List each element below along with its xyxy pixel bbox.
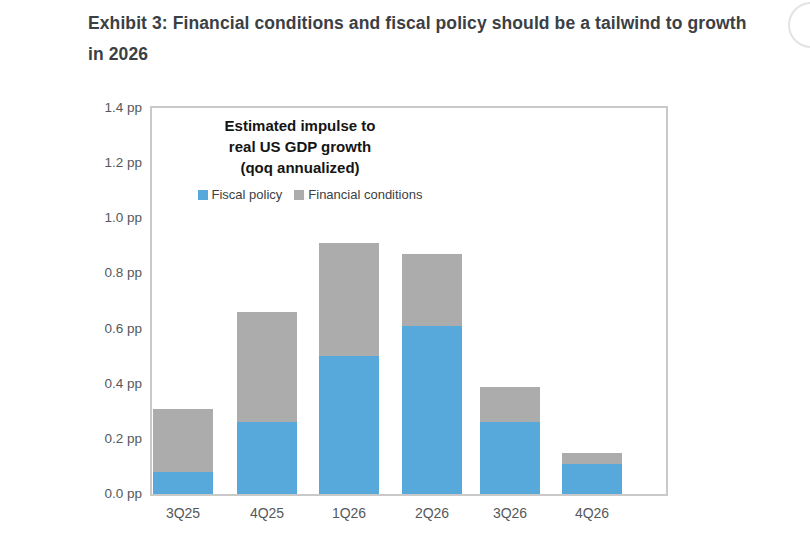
x-axis-label: 4Q25: [227, 505, 307, 521]
bar-segment-financial-conditions: [153, 409, 213, 472]
bar-segment-financial-conditions: [402, 254, 462, 326]
x-axis-label: 4Q26: [552, 505, 632, 521]
exhibit-title-line2: in 2026: [88, 39, 804, 70]
bar-segment-financial-conditions: [237, 312, 297, 422]
y-axis-tick-label: 1.4 pp: [52, 99, 142, 117]
bar-3Q25: [153, 409, 213, 494]
bar-segment-financial-conditions: [562, 453, 622, 464]
bar-segment-fiscal-policy: [402, 326, 462, 494]
chart-area: Estimated impulse toreal US GDP growth(q…: [0, 88, 810, 538]
y-axis-tick-label: 1.2 pp: [52, 154, 142, 172]
bar-3Q26: [480, 387, 540, 494]
bar-4Q26: [562, 453, 622, 494]
x-axis-label: 3Q26: [470, 505, 550, 521]
x-axis-label: 2Q26: [392, 505, 472, 521]
chart-title-line: Estimated impulse to: [150, 115, 450, 136]
bar-2Q26: [402, 254, 462, 494]
y-axis-tick-label: 0.8 pp: [52, 264, 142, 282]
bar-segment-fiscal-policy: [237, 422, 297, 494]
y-axis-tick-label: 0.2 pp: [52, 430, 142, 448]
x-axis-label: 1Q26: [309, 505, 389, 521]
y-axis-tick-label: 1.0 pp: [52, 209, 142, 227]
bar-segment-fiscal-policy: [153, 472, 213, 494]
legend-label: Fiscal policy: [212, 187, 283, 202]
bar-segment-financial-conditions: [319, 243, 379, 356]
exhibit-title-line1: Exhibit 3: Financial conditions and fisc…: [88, 8, 804, 39]
bar-segment-fiscal-policy: [562, 464, 622, 494]
bar-segment-fiscal-policy: [480, 422, 540, 494]
legend-item-fiscal-policy: Fiscal policy: [198, 187, 283, 202]
chart-title: Estimated impulse toreal US GDP growth(q…: [150, 115, 450, 178]
bar-4Q25: [237, 312, 297, 494]
page-root: { "page": { "title_line1": "Exhibit 3: F…: [0, 0, 810, 538]
bar-segment-fiscal-policy: [319, 356, 379, 494]
y-axis-tick-label: 0.0 pp: [52, 485, 142, 503]
y-axis-tick-label: 0.6 pp: [52, 320, 142, 338]
chart-title-line: real US GDP growth: [150, 136, 450, 157]
legend-item-financial-conditions: Financial conditions: [294, 187, 422, 202]
legend-swatch-icon: [198, 190, 208, 200]
x-axis-label: 3Q25: [143, 505, 223, 521]
legend-label: Financial conditions: [308, 187, 422, 202]
chart-legend: Fiscal policy Financial conditions: [150, 187, 470, 202]
bar-1Q26: [319, 243, 379, 494]
legend-swatch-icon: [294, 190, 304, 200]
bar-segment-financial-conditions: [480, 387, 540, 423]
exhibit-title: Exhibit 3: Financial conditions and fisc…: [88, 8, 804, 70]
y-axis-tick-label: 0.4 pp: [52, 375, 142, 393]
chart-title-line: (qoq annualized): [150, 157, 450, 178]
